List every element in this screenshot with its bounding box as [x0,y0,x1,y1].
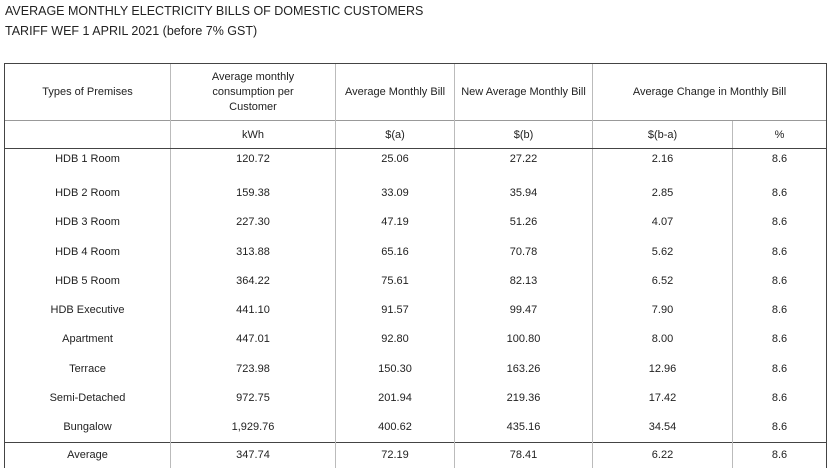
premises-cell: Terrace [4,354,171,384]
premises-cell: HDB 2 Room [4,178,171,208]
premises-cell: Apartment [4,324,171,355]
kwh-cell: 313.88 [170,236,336,267]
bill-a-cell: 65.16 [335,236,455,267]
units-row: kWh $(a) $(b) $(b-a) % [4,120,827,149]
bill-a-cell: 201.94 [335,383,455,413]
pct-cell: 8.6 [732,324,827,355]
header-new-bill: New Average Monthly Bill [454,63,593,121]
pct-cell: 8.6 [732,236,827,267]
diff-cell: 17.42 [592,383,733,413]
pct-cell: 8.6 [732,412,827,443]
unit-change-abs: $(b-a) [592,120,733,149]
kwh-cell: 447.01 [170,324,336,355]
premises-cell: HDB 3 Room [4,207,171,237]
bill-a-cell: 400.62 [335,412,455,443]
average-diff: 6.22 [592,441,733,468]
diff-cell: 4.07 [592,207,733,237]
bill-a-cell: 91.57 [335,295,455,325]
pct-cell: 8.6 [732,295,827,325]
kwh-cell: 723.98 [170,354,336,384]
bill-a-cell: 150.30 [335,354,455,384]
bill-a-cell: 33.09 [335,178,455,208]
electricity-bills-table: Types of Premises Average monthly consum… [4,63,827,468]
average-bill-b: 78.41 [454,441,593,468]
premises-cell: HDB 5 Room [4,266,171,296]
bill-a-cell: 92.80 [335,324,455,355]
average-kwh: 347.74 [170,441,336,468]
kwh-cell: 227.30 [170,207,336,237]
table-body: HDB 1 Room 120.72 25.06 27.22 2.16 8.6 HDB 2 R… [4,148,827,443]
header-row: Types of Premises Average monthly consum… [4,63,827,121]
kwh-cell: 1,929.76 [170,412,336,443]
bill-a-cell: 47.19 [335,207,455,237]
page-subtitle: TARIFF WEF 1 APRIL 2021 (before 7% GST) [5,24,258,38]
diff-cell: 7.90 [592,295,733,325]
kwh-cell: 364.22 [170,266,336,296]
average-label: Average [4,441,171,468]
table-row: Apartment 447.01 92.80 100.80 8.00 8.6 [4,324,827,355]
pct-cell: 8.6 [732,354,827,384]
bill-b-cell: 35.94 [454,178,593,208]
table-row: HDB 2 Room 159.38 33.09 35.94 2.85 8.6 [4,178,827,208]
table-row: HDB 4 Room 313.88 65.16 70.78 5.62 8.6 [4,236,827,267]
bill-b-cell: 99.47 [454,295,593,325]
header-consumption: Average monthly consumption per Customer [170,63,336,121]
kwh-cell: 159.38 [170,178,336,208]
unit-new-bill: $(b) [454,120,593,149]
premises-cell: Bungalow [4,412,171,443]
table-row: HDB 5 Room 364.22 75.61 82.13 6.52 8.6 [4,266,827,296]
average-row: Average 347.74 72.19 78.41 6.22 8.6 [4,441,827,468]
table-row: Bungalow 1,929.76 400.62 435.16 34.54 8.6 [4,412,827,443]
diff-cell: 5.62 [592,236,733,267]
bill-b-cell: 163.26 [454,354,593,384]
pct-cell: 8.6 [732,383,827,413]
average-pct: 8.6 [732,441,827,468]
page-title: AVERAGE MONTHLY ELECTRICITY BILLS OF DOM… [5,4,424,18]
table-row: Terrace 723.98 150.30 163.26 12.96 8.6 [4,354,827,384]
kwh-cell: 441.10 [170,295,336,325]
average-bill-a: 72.19 [335,441,455,468]
unit-consumption: kWh [170,120,336,149]
bill-b-cell: 219.36 [454,383,593,413]
kwh-cell: 972.75 [170,383,336,413]
pct-cell: 8.6 [732,148,827,179]
diff-cell: 8.00 [592,324,733,355]
bill-b-cell: 100.80 [454,324,593,355]
table-row: HDB 3 Room 227.30 47.19 51.26 4.07 8.6 [4,207,827,237]
premises-cell: Semi-Detached [4,383,171,413]
unit-change-pct: % [732,120,827,149]
bill-a-cell: 75.61 [335,266,455,296]
bill-a-cell: 25.06 [335,148,455,179]
diff-cell: 34.54 [592,412,733,443]
diff-cell: 2.85 [592,178,733,208]
header-avg-bill: Average Monthly Bill [335,63,455,121]
header-change: Average Change in Monthly Bill [592,63,827,121]
table-row: Semi-Detached 972.75 201.94 219.36 17.42 8.6 [4,383,827,413]
premises-cell: HDB 4 Room [4,236,171,267]
bill-b-cell: 435.16 [454,412,593,443]
pct-cell: 8.6 [732,178,827,208]
bill-b-cell: 51.26 [454,207,593,237]
premises-cell: HDB 1 Room [4,148,171,179]
header-premises: Types of Premises [4,63,171,121]
kwh-cell: 120.72 [170,148,336,179]
unit-premises-empty [4,120,171,149]
pct-cell: 8.6 [732,207,827,237]
diff-cell: 6.52 [592,266,733,296]
diff-cell: 12.96 [592,354,733,384]
table-row: HDB Executive 441.10 91.57 99.47 7.90 8.6 [4,295,827,325]
bill-b-cell: 70.78 [454,236,593,267]
bill-b-cell: 27.22 [454,148,593,179]
pct-cell: 8.6 [732,266,827,296]
diff-cell: 2.16 [592,148,733,179]
table-row: HDB 1 Room 120.72 25.06 27.22 2.16 8.6 [4,148,827,179]
premises-cell: HDB Executive [4,295,171,325]
unit-avg-bill: $(a) [335,120,455,149]
bill-b-cell: 82.13 [454,266,593,296]
